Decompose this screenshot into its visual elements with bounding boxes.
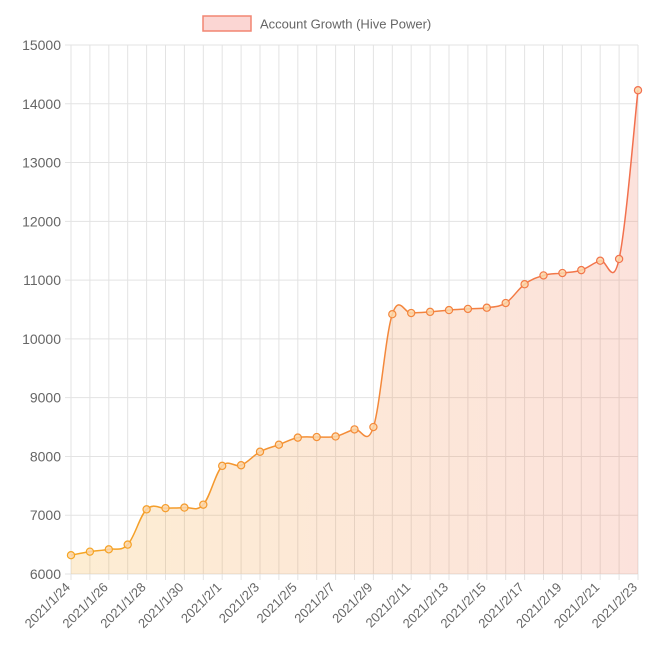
legend[interactable]: Account Growth (Hive Power) xyxy=(202,15,431,32)
data-point[interactable] xyxy=(104,545,114,554)
x-axis: 2021/1/242021/1/262021/1/282021/1/302021… xyxy=(22,580,641,632)
x-tick-label: 2021/2/3 xyxy=(216,580,262,626)
y-tick-label: 6000 xyxy=(30,566,61,582)
data-point[interactable] xyxy=(388,310,397,319)
y-tick-label: 7000 xyxy=(30,507,61,523)
data-point[interactable] xyxy=(236,461,246,470)
data-point[interactable] xyxy=(85,547,95,556)
data-point[interactable] xyxy=(274,440,284,449)
series-area-fill xyxy=(71,90,638,575)
x-tick-label: 2021/2/1 xyxy=(178,580,224,626)
data-point[interactable] xyxy=(142,505,151,514)
data-point[interactable] xyxy=(539,271,548,280)
data-point[interactable] xyxy=(558,268,567,278)
y-axis: 6000 7000 8000 9000 10000 11000 12000 13000 1400… xyxy=(22,37,61,582)
data-point[interactable] xyxy=(199,500,208,509)
data-point[interactable] xyxy=(577,265,586,275)
data-point[interactable] xyxy=(463,304,473,314)
y-tick-label: 12000 xyxy=(22,213,61,229)
data-point[interactable] xyxy=(217,461,227,471)
data-point[interactable] xyxy=(425,307,435,317)
data-point[interactable] xyxy=(407,308,416,318)
data-point[interactable] xyxy=(66,550,76,560)
y-tick-label: 11000 xyxy=(23,272,61,288)
y-tick-label: 15000 xyxy=(22,37,61,53)
y-tick-label: 10000 xyxy=(22,331,61,347)
data-point[interactable] xyxy=(369,422,378,432)
data-point[interactable] xyxy=(614,254,624,264)
y-tick-label: 14000 xyxy=(22,96,61,112)
data-point[interactable] xyxy=(293,433,302,442)
y-tick-label: 9000 xyxy=(30,390,61,406)
legend-label: Account Growth (Hive Power) xyxy=(260,17,431,32)
y-tick-label: 13000 xyxy=(22,155,61,171)
x-tick-label: 2021/2/5 xyxy=(254,580,300,626)
legend-color-box xyxy=(202,15,252,32)
data-point[interactable] xyxy=(255,447,265,456)
data-point[interactable] xyxy=(596,256,605,265)
data-point[interactable] xyxy=(312,432,321,442)
data-point[interactable] xyxy=(633,86,643,95)
y-tick-label: 8000 xyxy=(30,448,61,464)
data-point[interactable] xyxy=(501,298,510,308)
data-point[interactable] xyxy=(180,503,189,512)
data-point[interactable] xyxy=(350,425,359,434)
data-point[interactable] xyxy=(331,432,340,441)
data-point[interactable] xyxy=(482,303,491,312)
data-point[interactable] xyxy=(123,540,132,549)
series-account-growth xyxy=(66,86,643,575)
x-tick-label: 2021/2/7 xyxy=(291,580,337,626)
data-point[interactable] xyxy=(520,280,529,289)
data-point[interactable] xyxy=(444,305,454,315)
data-point[interactable] xyxy=(161,503,170,513)
